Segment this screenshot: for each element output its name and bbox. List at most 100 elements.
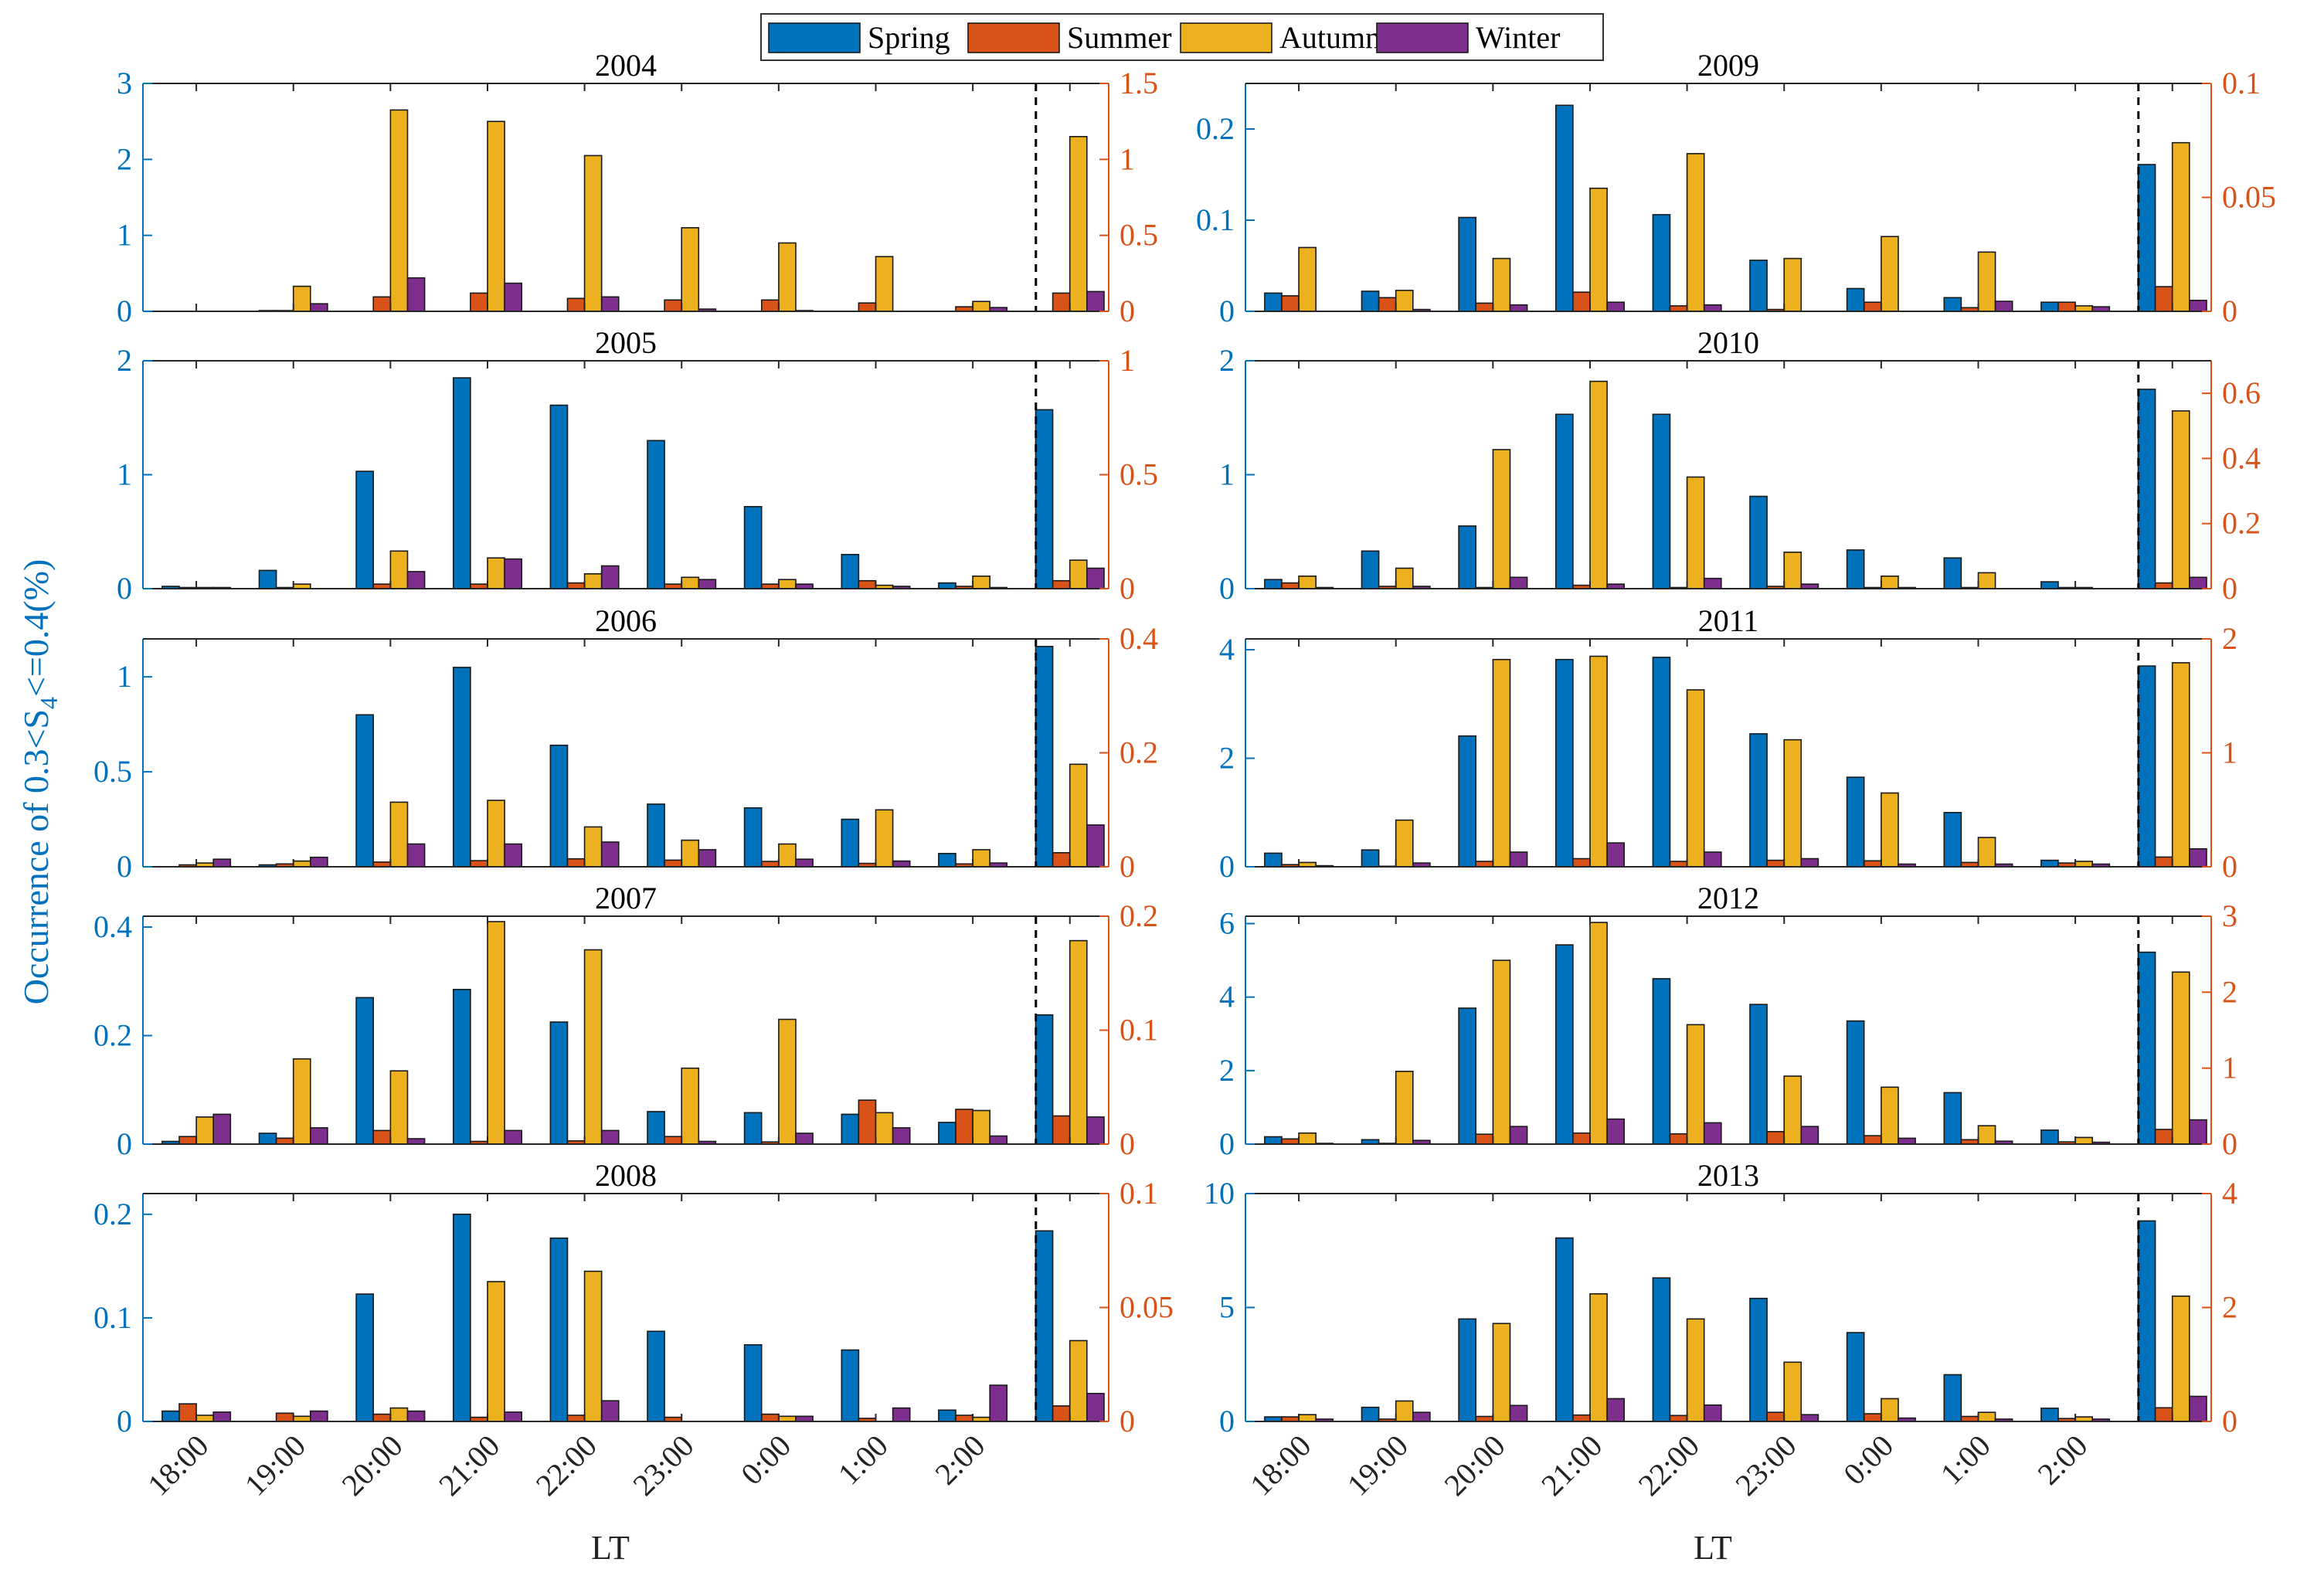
bar-2006-autumn-9 (1069, 763, 1088, 868)
bar-2008-winter-3 (504, 1411, 522, 1422)
bar-2010-winter-2 (1509, 576, 1528, 589)
x-axis-label: LT (1694, 1529, 1732, 1567)
panel-title: 2007 (595, 881, 657, 915)
bar-2013-autumn-5 (1783, 1361, 1802, 1422)
bar-2012-autumn-4 (1686, 1024, 1705, 1145)
bar-2005-spring-8 (938, 582, 956, 589)
bar-2008-winter-2 (406, 1410, 426, 1422)
left-tick-label: 0 (117, 1404, 132, 1438)
bar-2011-spring-5 (1749, 733, 1768, 868)
panel-2006: 0 0.5 1 0 0.2 0.4 2006 (93, 603, 1158, 884)
x-tick-label: 20:00 (1437, 1428, 1511, 1503)
bar-2012-autumn-5 (1783, 1075, 1802, 1145)
bar-2012-autumn-8 (2074, 1136, 2094, 1145)
bar-2007-winter-3 (504, 1129, 522, 1145)
panel-title: 2013 (1697, 1158, 1759, 1193)
x-tick-label: 23:00 (626, 1428, 700, 1503)
bar-2011-autumn-6 (1881, 792, 1899, 868)
bar-2009-autumn-6 (1881, 236, 1899, 312)
right-tick-label: 0.6 (2222, 375, 2261, 410)
bar-2006-winter-1 (309, 856, 328, 868)
legend-swatch-summer (967, 22, 1060, 53)
bar-2012-summer-3 (1572, 1132, 1591, 1145)
left-tick-label: 0 (117, 849, 132, 884)
bar-2007-autumn-6 (778, 1018, 797, 1145)
left-tick-label: 0.2 (93, 1197, 132, 1231)
bar-2007-spring-4 (549, 1021, 569, 1145)
bar-2011-summer-3 (1572, 858, 1591, 868)
bar-2009-autumn-3 (1589, 187, 1608, 312)
bar-2007-spring-6 (743, 1112, 763, 1145)
bar-2006-spring-3 (452, 667, 471, 868)
bar-2004-summer-4 (566, 297, 586, 312)
right-tick-label: 0.4 (1120, 621, 1158, 656)
bar-2008-autumn-0 (195, 1414, 215, 1422)
panel-2009: 0 0.1 0.2 0 0.05 0.1 2009 (1196, 48, 2276, 328)
panel-2013: 0 5 10 0 2 4 2013 18:00 19:00 20:00 21:00 22:00 23:0… (1204, 1158, 2237, 1567)
bar-2009-summer-1 (1378, 297, 1397, 312)
bar-2005-autumn-8 (972, 575, 990, 589)
bar-2009-autumn-4 (1686, 153, 1705, 312)
panel-title: 2011 (1698, 603, 1759, 638)
right-tick-label: 0 (2222, 849, 2237, 884)
y-axis-label-suffix: <=0.4(%) (16, 559, 56, 697)
bar-2008-winter-1 (309, 1410, 328, 1422)
right-tick-label: 0 (1120, 1404, 1135, 1438)
bar-2006-summer-4 (566, 858, 586, 868)
bar-2006-winter-7 (892, 860, 911, 868)
right-tick-label: 0.2 (1120, 898, 1158, 933)
bar-2007-summer-1 (275, 1137, 294, 1145)
bar-2008-autumn-4 (583, 1270, 603, 1422)
bar-2013-winter-2 (1509, 1404, 1528, 1422)
bar-2013-autumn-6 (1881, 1397, 1899, 1422)
bar-2011-autumn-9 (2171, 662, 2190, 868)
bar-2006-winter-3 (504, 843, 522, 868)
bar-2007-autumn-0 (195, 1116, 215, 1145)
legend-label-spring: Spring (868, 20, 950, 55)
bar-2013-summer-3 (1572, 1414, 1591, 1422)
bar-2007-winter-6 (795, 1133, 814, 1145)
bar-2013-winter-5 (1800, 1414, 1819, 1422)
left-tick-label: 2 (117, 343, 132, 378)
bar-2013-autumn-2 (1492, 1323, 1511, 1422)
right-tick-label: 0.2 (2222, 506, 2261, 541)
right-tick-label: 0.5 (1120, 457, 1158, 492)
bar-2007-autumn-5 (681, 1067, 700, 1145)
bar-2004-winter-2 (406, 277, 426, 312)
x-tick-label: 21:00 (432, 1428, 506, 1503)
bar-2006-spring-8 (938, 853, 956, 868)
left-tick-label: 2 (1219, 343, 1235, 378)
bar-2005-winter-9 (1086, 567, 1105, 589)
bar-2007-winter-4 (600, 1129, 620, 1145)
bar-2009-summer-6 (1864, 301, 1882, 312)
bar-2013-spring-6 (1846, 1332, 1865, 1422)
bar-2007-winter-1 (309, 1127, 328, 1145)
bar-2010-spring-2 (1458, 525, 1476, 589)
bar-2009-winter-4 (1703, 304, 1722, 312)
bar-2004-autumn-4 (583, 155, 603, 312)
bar-2009-spring-4 (1652, 214, 1671, 312)
bar-2005-winter-3 (504, 558, 522, 589)
bar-2009-spring-9 (2137, 164, 2156, 312)
bar-2006-autumn-8 (972, 849, 990, 868)
bar-2013-autumn-7 (1977, 1411, 1996, 1422)
bar-2011-winter-5 (1800, 858, 1819, 868)
legend-label-autumn: Autumn (1279, 20, 1381, 55)
right-tick-label: 0 (1120, 1126, 1135, 1161)
bar-2009-summer-9 (2154, 286, 2173, 312)
bar-2008-summer-2 (372, 1413, 392, 1422)
left-tick-label: 0.2 (1196, 111, 1235, 146)
bar-2007-autumn-8 (972, 1109, 990, 1145)
bar-2004-autumn-1 (292, 285, 311, 312)
x-tick-label: 19:00 (238, 1428, 312, 1503)
bar-2012-spring-6 (1846, 1020, 1865, 1145)
left-tick-label: 5 (1219, 1290, 1235, 1325)
x-tick-label: 20:00 (335, 1428, 409, 1503)
bar-2005-summer-9 (1052, 579, 1071, 589)
bar-2010-summer-9 (2154, 582, 2173, 589)
bar-2009-spring-3 (1555, 104, 1574, 312)
bar-2011-spring-0 (1264, 852, 1283, 868)
bar-2013-summer-4 (1669, 1414, 1688, 1422)
bar-2005-spring-9 (1035, 409, 1054, 589)
bar-2013-spring-7 (1943, 1374, 1962, 1422)
